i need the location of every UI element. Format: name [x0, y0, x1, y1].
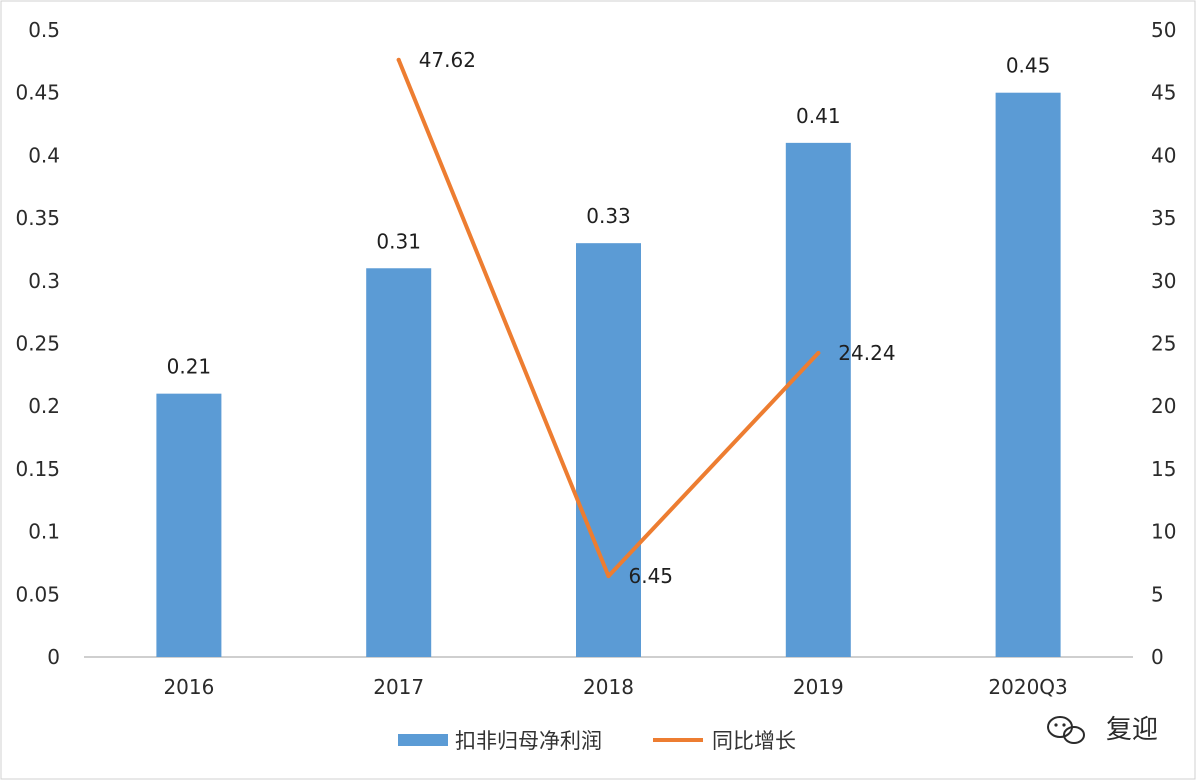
axes: 0 0.05 0.1 0.15 0.2 0.25 0.3 0.35 0.4 0.45 0.5 0 5 10…: [15, 18, 1176, 699]
bar: [366, 268, 432, 657]
bar-data-label: 0.41: [796, 104, 841, 128]
x-tick-label: 2019: [793, 675, 844, 699]
watermark-text: 复迎: [1106, 715, 1158, 745]
y-left-tick-label: 0.2: [28, 394, 60, 418]
y-right-tick-label: 5: [1151, 582, 1164, 606]
bar: [995, 92, 1061, 657]
legend-label-profit: 扣非归母净利润: [455, 729, 602, 753]
y-right-tick-label: 50: [1151, 18, 1176, 42]
line-data-label: 6.45: [629, 564, 674, 588]
line-series: [396, 57, 821, 579]
y-left-tick-label: 0.15: [15, 457, 60, 481]
y-right-tick-label: 25: [1151, 332, 1176, 356]
legend: 扣非归母净利润 同比增长: [398, 729, 796, 753]
bar: [785, 142, 851, 658]
x-tick-label: 2018: [583, 675, 634, 699]
watermark: 复迎: [1047, 715, 1158, 745]
y-left-tick-label: 0: [47, 645, 60, 669]
y-right-tick-label: 35: [1151, 206, 1176, 230]
bar: [156, 393, 222, 657]
y-right-tick-label: 45: [1151, 81, 1176, 105]
bar-data-label: 0.45: [1006, 54, 1051, 78]
y-left-tick-label: 0.35: [15, 206, 60, 230]
y-right-tick-label: 40: [1151, 143, 1176, 167]
x-tick-label: 2020Q3: [988, 675, 1067, 699]
y-right-tick-label: 30: [1151, 269, 1176, 293]
y-right-tick-label: 0: [1151, 645, 1164, 669]
bar-data-label: 0.31: [376, 229, 421, 253]
y-left-tick-label: 0.05: [15, 582, 60, 606]
line-point: [606, 574, 611, 579]
bar-series: [156, 92, 1061, 658]
line-data-label: 24.24: [838, 341, 895, 365]
x-tick-label: 2016: [163, 675, 214, 699]
y-left-tick-label: 0.1: [28, 520, 60, 544]
data-labels: 0.21 0.31 0.33 0.41 0.45 47.62 6.45 24.24: [167, 48, 1051, 588]
bar-data-label: 0.33: [586, 204, 631, 228]
wechat-icon: [1047, 716, 1085, 744]
y-left-tick-label: 0.3: [28, 269, 60, 293]
line-point: [816, 351, 821, 356]
y-right-tick-label: 10: [1151, 520, 1176, 544]
y-left-tick-label: 0.45: [15, 81, 60, 105]
x-tick-label: 2017: [373, 675, 424, 699]
line-point: [396, 57, 401, 62]
y-right-tick-label: 20: [1151, 394, 1176, 418]
bar: [576, 243, 641, 657]
y-left-tick-label: 0.5: [28, 18, 60, 42]
y-left-tick-label: 0.4: [28, 143, 60, 167]
y-left-tick-label: 0.25: [15, 332, 60, 356]
bar-data-label: 0.21: [167, 355, 212, 379]
y-right-tick-label: 15: [1151, 457, 1176, 481]
legend-swatch-profit: [398, 734, 448, 746]
legend-label-growth: 同比增长: [712, 729, 796, 753]
line-data-label: 47.62: [419, 48, 476, 72]
